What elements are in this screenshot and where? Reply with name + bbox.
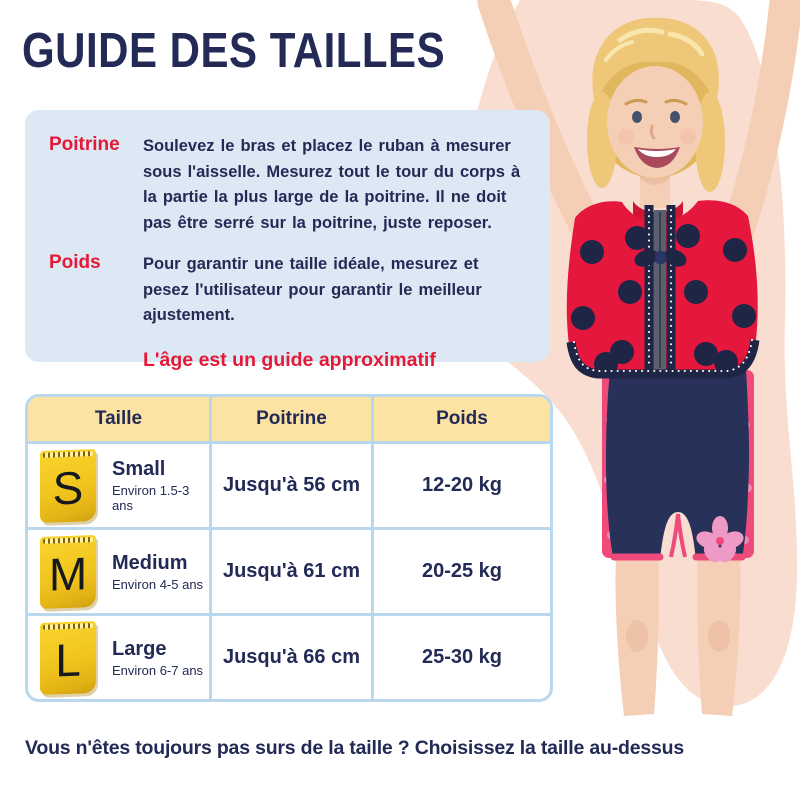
chest-value: Jusqu'à 66 cm [209,616,371,699]
size-name: Small [112,458,166,480]
notepad-icon-large: L [40,620,96,695]
weight-label: Poids [49,252,101,274]
table-row-medium: M Medium Environ 4-5 ans Jusqu'à 61 cm 2… [28,527,550,613]
zip-bow [634,249,687,267]
weight-value: 20-25 kg [371,530,550,613]
size-texts: Medium Environ 4-5 ans [112,552,203,592]
page-title: GUIDE DES TAILLES [22,22,446,78]
size-letter: S [52,460,84,515]
float-vest [566,200,760,379]
measurement-info-box: Poitrine Soulevez le bras et placez le r… [25,110,550,371]
size-table: Taille Poitrine Poids S Small Environ 1.… [25,394,553,702]
notepad-icon-medium: M [40,534,96,609]
weight-value: 25-30 kg [371,616,550,699]
chest-value: Jusqu'à 56 cm [209,444,371,527]
size-texts: Small Environ 1.5-3 ans [112,458,209,513]
size-age: Environ 4-5 ans [112,576,204,592]
size-letter: M [48,546,88,601]
chest-instructions: Soulevez le bras et placez le ruban à me… [143,137,521,232]
size-letter: L [55,633,81,686]
info-row-weight: Poids Pour garantir une taille idéale, m… [39,252,530,329]
size-name: Medium [112,551,188,574]
float-suit-shorts [602,370,754,563]
size-texts: Large Environ 6-7 ans [112,638,203,678]
table-row-small: S Small Environ 1.5-3 ans Jusqu'à 56 cm … [28,441,550,527]
girl-face [618,98,696,168]
header-weight: Poids [371,397,550,441]
size-age: Environ 6-7 ans [112,662,204,678]
size-cell-small: S Small Environ 1.5-3 ans [28,444,209,527]
weight-instructions: Pour garantir une taille idéale, mesurez… [143,255,482,325]
age-guide-note: L'âge est un guide approximatif [143,348,436,371]
girl-legs [615,556,741,716]
chest-label: Poitrine [49,134,120,155]
notepad-icon-small: S [40,448,96,523]
size-cell-medium: M Medium Environ 4-5 ans [28,530,209,613]
size-age: Environ 1.5-3 ans [112,483,190,513]
header-chest: Poitrine [209,397,371,441]
chest-value: Jusqu'à 61 cm [209,530,371,613]
size-cell-large: L Large Environ 6-7 ans [28,616,209,699]
hibiscus-flower [696,516,744,563]
info-row-chest: Poitrine Soulevez le bras et placez le r… [39,134,530,236]
header-size: Taille [94,408,143,429]
weight-value: 12-20 kg [371,444,550,527]
table-row-large: L Large Environ 6-7 ans Jusqu'à 66 cm 25… [28,613,550,699]
size-table-header: Taille Poitrine Poids [28,397,550,441]
sizing-advice-note: Vous n'êtes toujours pas surs de la tail… [25,737,684,759]
size-name: Large [112,637,167,660]
girl-head [587,17,725,192]
